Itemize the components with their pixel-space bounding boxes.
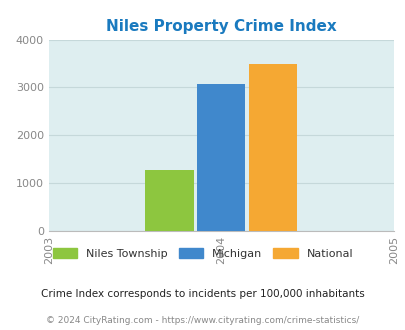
Bar	[145, 170, 193, 231]
Title: Niles Property Crime Index: Niles Property Crime Index	[106, 19, 336, 34]
Bar	[248, 64, 296, 231]
Text: © 2024 CityRating.com - https://www.cityrating.com/crime-statistics/: © 2024 CityRating.com - https://www.city…	[46, 315, 359, 325]
Text: Crime Index corresponds to incidents per 100,000 inhabitants: Crime Index corresponds to incidents per…	[41, 289, 364, 299]
Bar	[197, 84, 245, 231]
Legend: Niles Township, Michigan, National: Niles Township, Michigan, National	[48, 243, 357, 263]
